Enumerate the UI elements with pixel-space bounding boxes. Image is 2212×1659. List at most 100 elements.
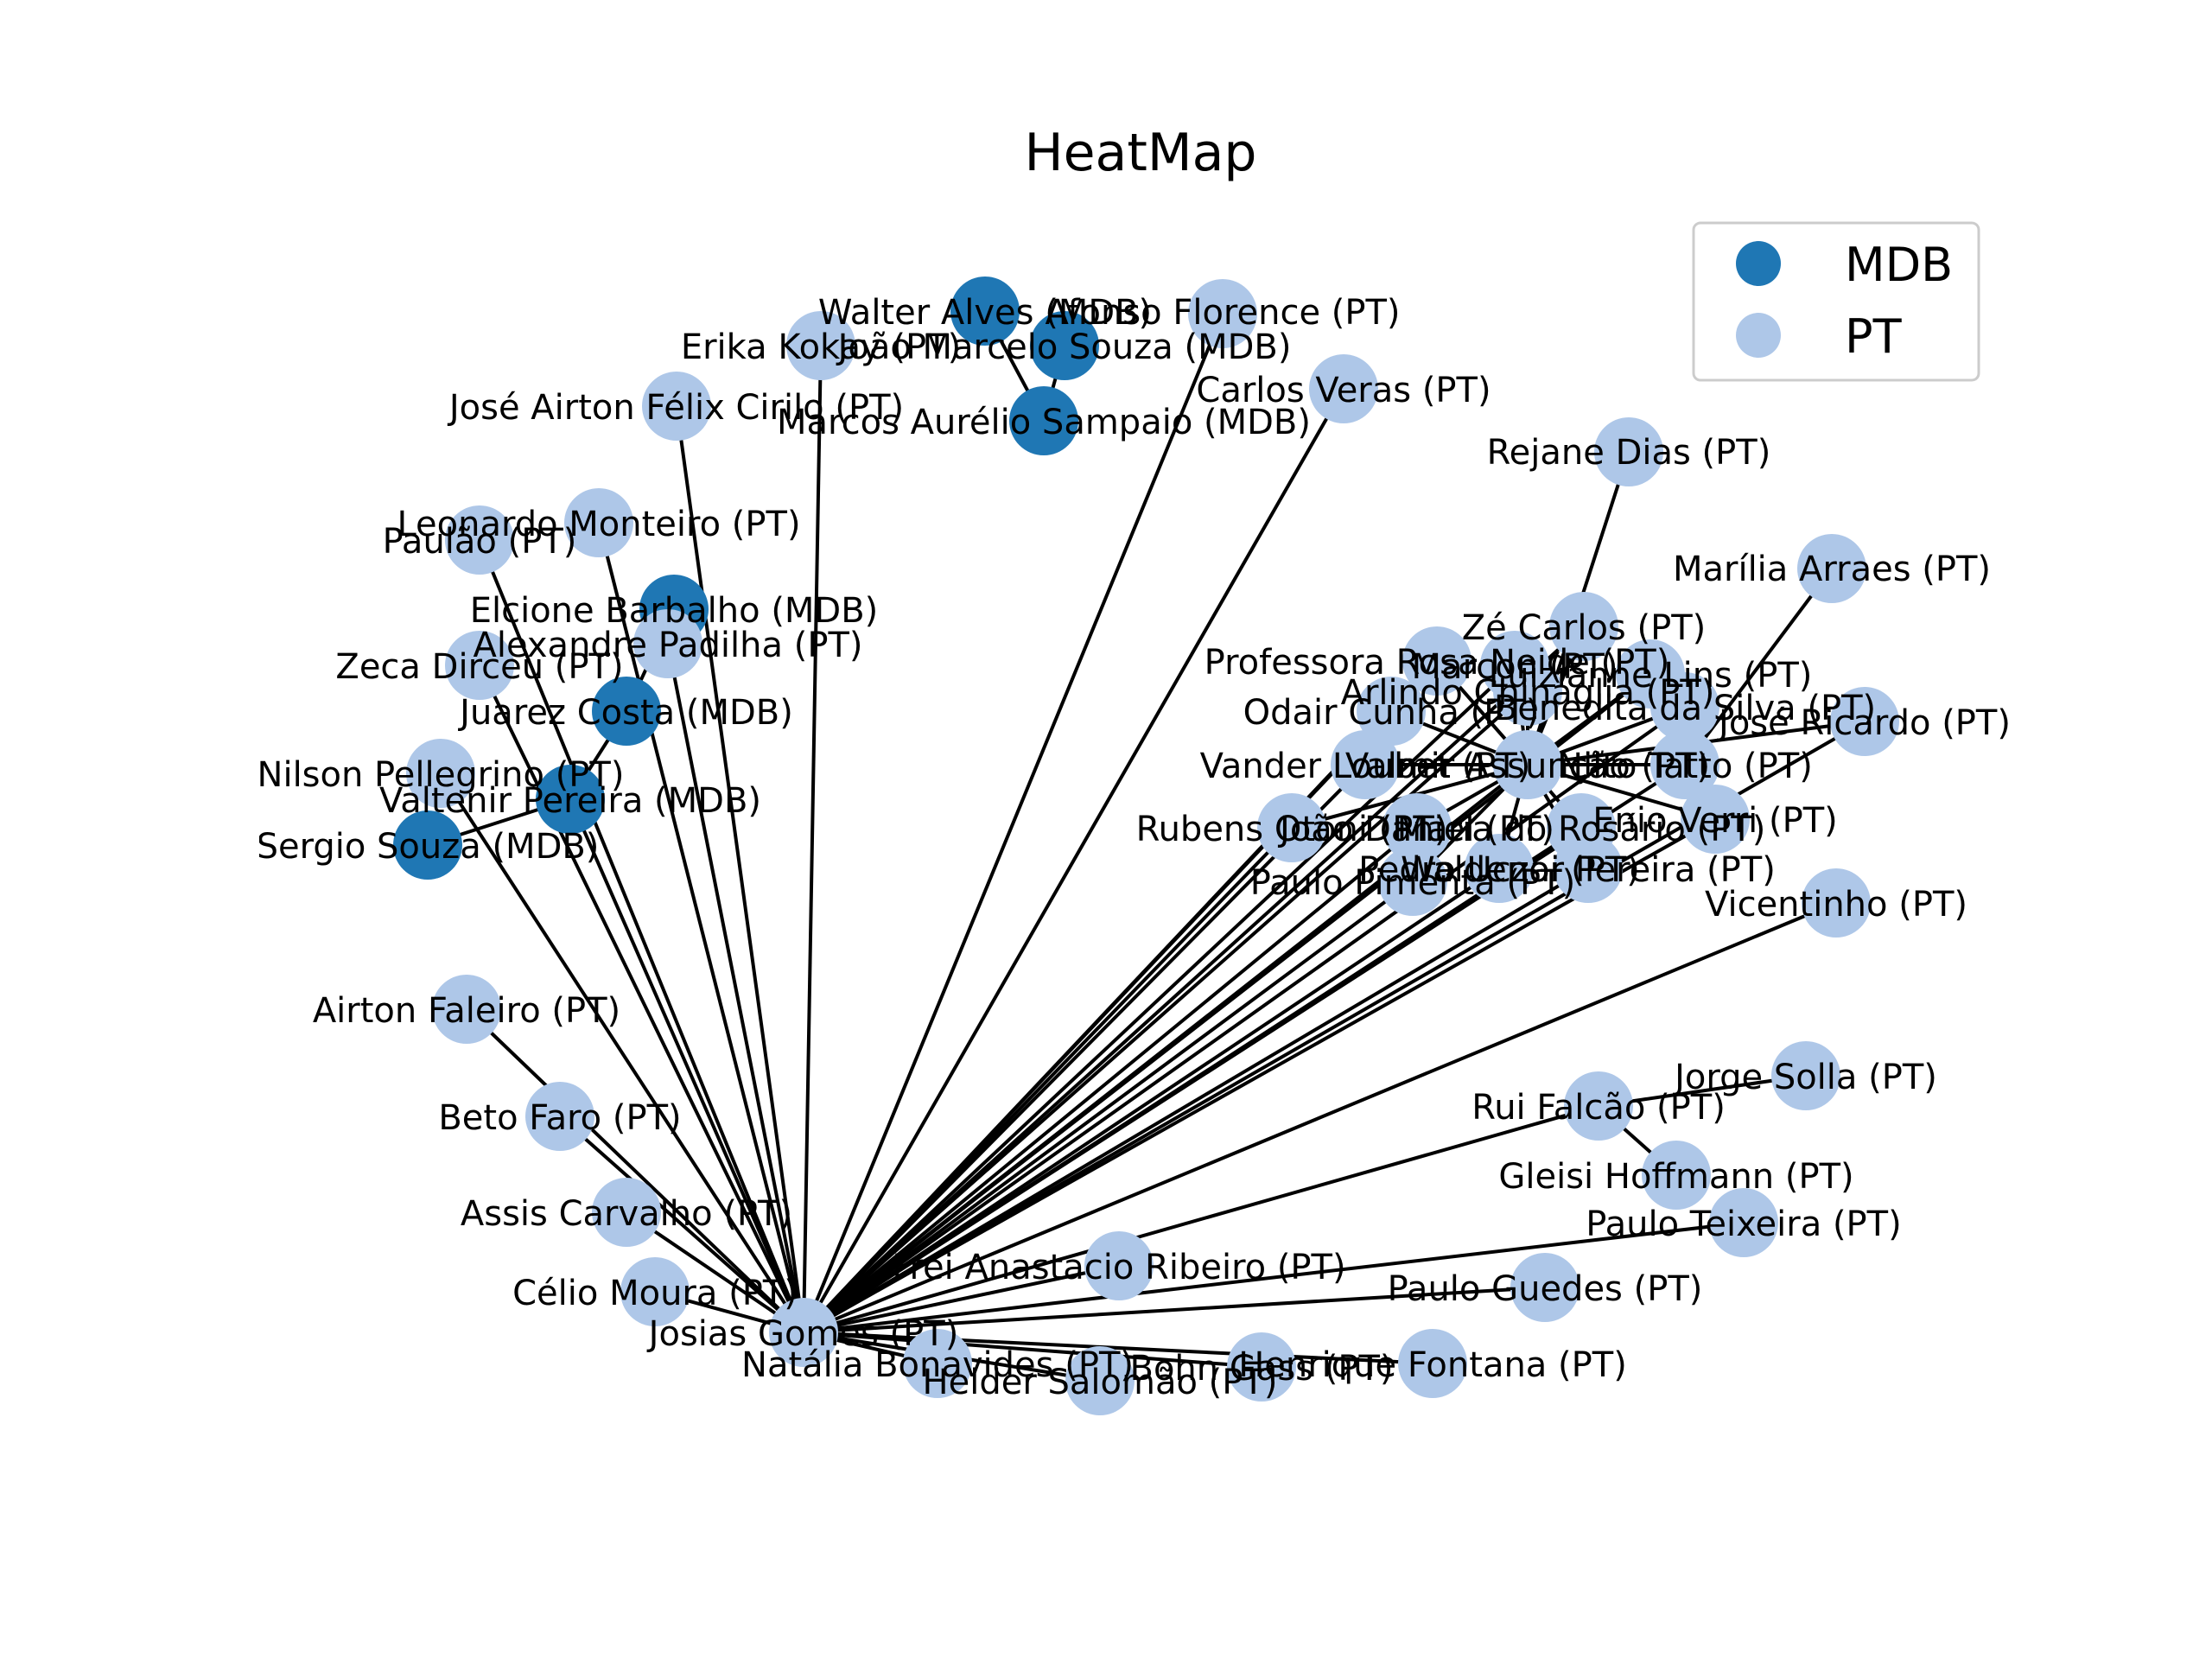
edge-josias-valtenir [569, 798, 805, 1333]
node-walter [950, 276, 1020, 346]
edge-josias-ze [802, 625, 1586, 1334]
edge-josias-joaod [802, 826, 1419, 1334]
node-alexandre [633, 609, 702, 678]
node-label-juarez: Juarez Costa (MDB) [457, 693, 793, 733]
node-nilson [406, 739, 475, 808]
node-nilto [1650, 730, 1719, 799]
node-ze [1549, 592, 1618, 661]
edge-josias-pedro [802, 867, 1501, 1334]
node-label-benedita: Benedita da Silva (PT) [1494, 689, 1876, 728]
node-label-rui: Rui Falcão (PT) [1471, 1088, 1726, 1128]
node-label-arlindo: Arlindo Chinaglia (PT) [1341, 673, 1715, 713]
node-label-airton: Airton Faleiro (PT) [313, 991, 620, 1031]
node-jose [642, 372, 711, 441]
node-odair [1357, 677, 1426, 746]
node-label-waldenor: Waldenor Pereira (PT) [1401, 850, 1776, 890]
node-helder [1065, 1346, 1135, 1415]
edge-josias-frei [803, 1264, 1120, 1334]
node-rubens [1257, 793, 1326, 862]
edge-josias-henrique [803, 1331, 1433, 1365]
node-henrique [1398, 1329, 1467, 1398]
edge-josias-alexandre [666, 643, 805, 1333]
node-label-joaom: João Marcelo Souza (MDB) [836, 327, 1292, 367]
node-erika [786, 311, 855, 380]
node-label-jorge: Jorge Solla (PT) [1672, 1058, 1937, 1097]
node-label-maria: Maria do Rosário (PT) [1397, 810, 1766, 849]
node-waldenor [1554, 834, 1623, 903]
node-joaod [1382, 793, 1452, 862]
node-label-nilto: Nilto Tatto (PT) [1557, 747, 1813, 786]
node-josericardo [1830, 687, 1899, 756]
node-label-professora: Professora Rosa Neide (PT) [1205, 643, 1670, 683]
node-bohn [1227, 1332, 1296, 1402]
node-label-frei: Frei Anastacio Ribeiro (PT) [892, 1248, 1345, 1287]
node-afonso [1188, 279, 1257, 348]
node-benedita [1650, 672, 1719, 741]
node-assis [592, 1178, 661, 1247]
node-rejane [1594, 417, 1663, 486]
node-label-celio: Célio Moura (PT) [512, 1274, 798, 1313]
node-natalia [903, 1329, 972, 1398]
node-label-rubens: Rubens Otoni (PT) [1136, 810, 1448, 849]
edge-josias-waldenor [802, 867, 1590, 1334]
node-label-paulot: Paulo Teixeira (PT) [1586, 1205, 1901, 1244]
node-josias [769, 1298, 838, 1367]
node-celio [620, 1257, 690, 1326]
edge-josias-paulop [802, 880, 1414, 1334]
node-carlosv [1309, 354, 1378, 423]
node-arlindo [1493, 657, 1562, 726]
node-label-paulog: Paulo Guedes (PT) [1388, 1269, 1703, 1309]
legend-label-pt: PT [1845, 309, 1903, 364]
edge-josias-carlosv [802, 388, 1345, 1333]
node-vander [1331, 730, 1400, 799]
edge-josias-leonardo [597, 522, 805, 1333]
node-layer [393, 276, 1899, 1415]
node-paulao [445, 505, 514, 575]
node-label-joaod: João Daniel (PT) [1277, 810, 1554, 849]
label-layer: Walter Alves (MDB)Afonso Florence (PT) Er… [257, 293, 2011, 1402]
node-label-sergio: Sergio Souza (MDB) [257, 827, 600, 867]
legend-label-mdb: MDB [1845, 238, 1953, 292]
node-label-vicentinho: Vicentinho (PT) [1705, 885, 1967, 925]
node-label-marilia: Marília Arraes (PT) [1673, 550, 1991, 589]
node-rui [1564, 1071, 1633, 1141]
node-label-afonso: Afonso Florence (PT) [1045, 293, 1400, 333]
edge-josias-afonso [802, 313, 1224, 1333]
node-label-marcos: Marcos Aurélio Sampaio (MDB) [777, 403, 1311, 442]
node-label-ze: Zé Carlos (PT) [1462, 608, 1707, 648]
node-gleisi [1642, 1141, 1711, 1210]
edge-marilia-nilto [1683, 567, 1834, 766]
edge-josias-benedita [802, 705, 1687, 1334]
edge-josias-assis [625, 1211, 805, 1334]
node-pedro [1465, 834, 1534, 903]
node-joaom [1030, 311, 1099, 380]
node-airton [432, 975, 501, 1044]
node-frei [1084, 1231, 1154, 1300]
node-label-valtenir: Valtenir Pereira (MDB) [379, 781, 761, 821]
legend: MDB PT [1692, 221, 1980, 382]
node-label-carlosv: Carlos Veras (PT) [1196, 371, 1491, 410]
edge-josias-paulog [803, 1286, 1546, 1334]
node-label-enio: Enio Verri (PT) [1592, 801, 1838, 841]
node-valmir [1493, 730, 1562, 799]
edge-josias-vander [802, 763, 1367, 1334]
node-label-assis: Assis Carvalho (PT) [461, 1194, 792, 1234]
node-label-jose: José Airton Félix Cirilo (PT) [447, 388, 904, 428]
node-juarez [592, 677, 661, 746]
edge-josias-beto [558, 1115, 805, 1334]
node-label-bohn: Bohn Gass (PT) [1130, 1349, 1394, 1389]
node-label-valmir: Valmir Assunção (PT) [1345, 747, 1710, 786]
node-leonardo [564, 488, 633, 557]
edge-josias-nilson [439, 772, 805, 1334]
node-label-rejane: Rejane Dias (PT) [1487, 433, 1771, 473]
node-valtenir [536, 765, 605, 834]
edge-josias-erika [802, 345, 823, 1333]
node-jorge [1771, 1041, 1840, 1110]
node-label-natalia: Natália Bonavides (PT) [741, 1345, 1134, 1385]
node-paulog [1510, 1253, 1580, 1322]
node-label-josericardo: José Ricardo (PT) [1716, 703, 2011, 743]
edge-josias-professora [802, 659, 1439, 1334]
node-label-beto: Beto Faro (PT) [438, 1098, 681, 1138]
edge-josias-nilto [802, 763, 1687, 1334]
